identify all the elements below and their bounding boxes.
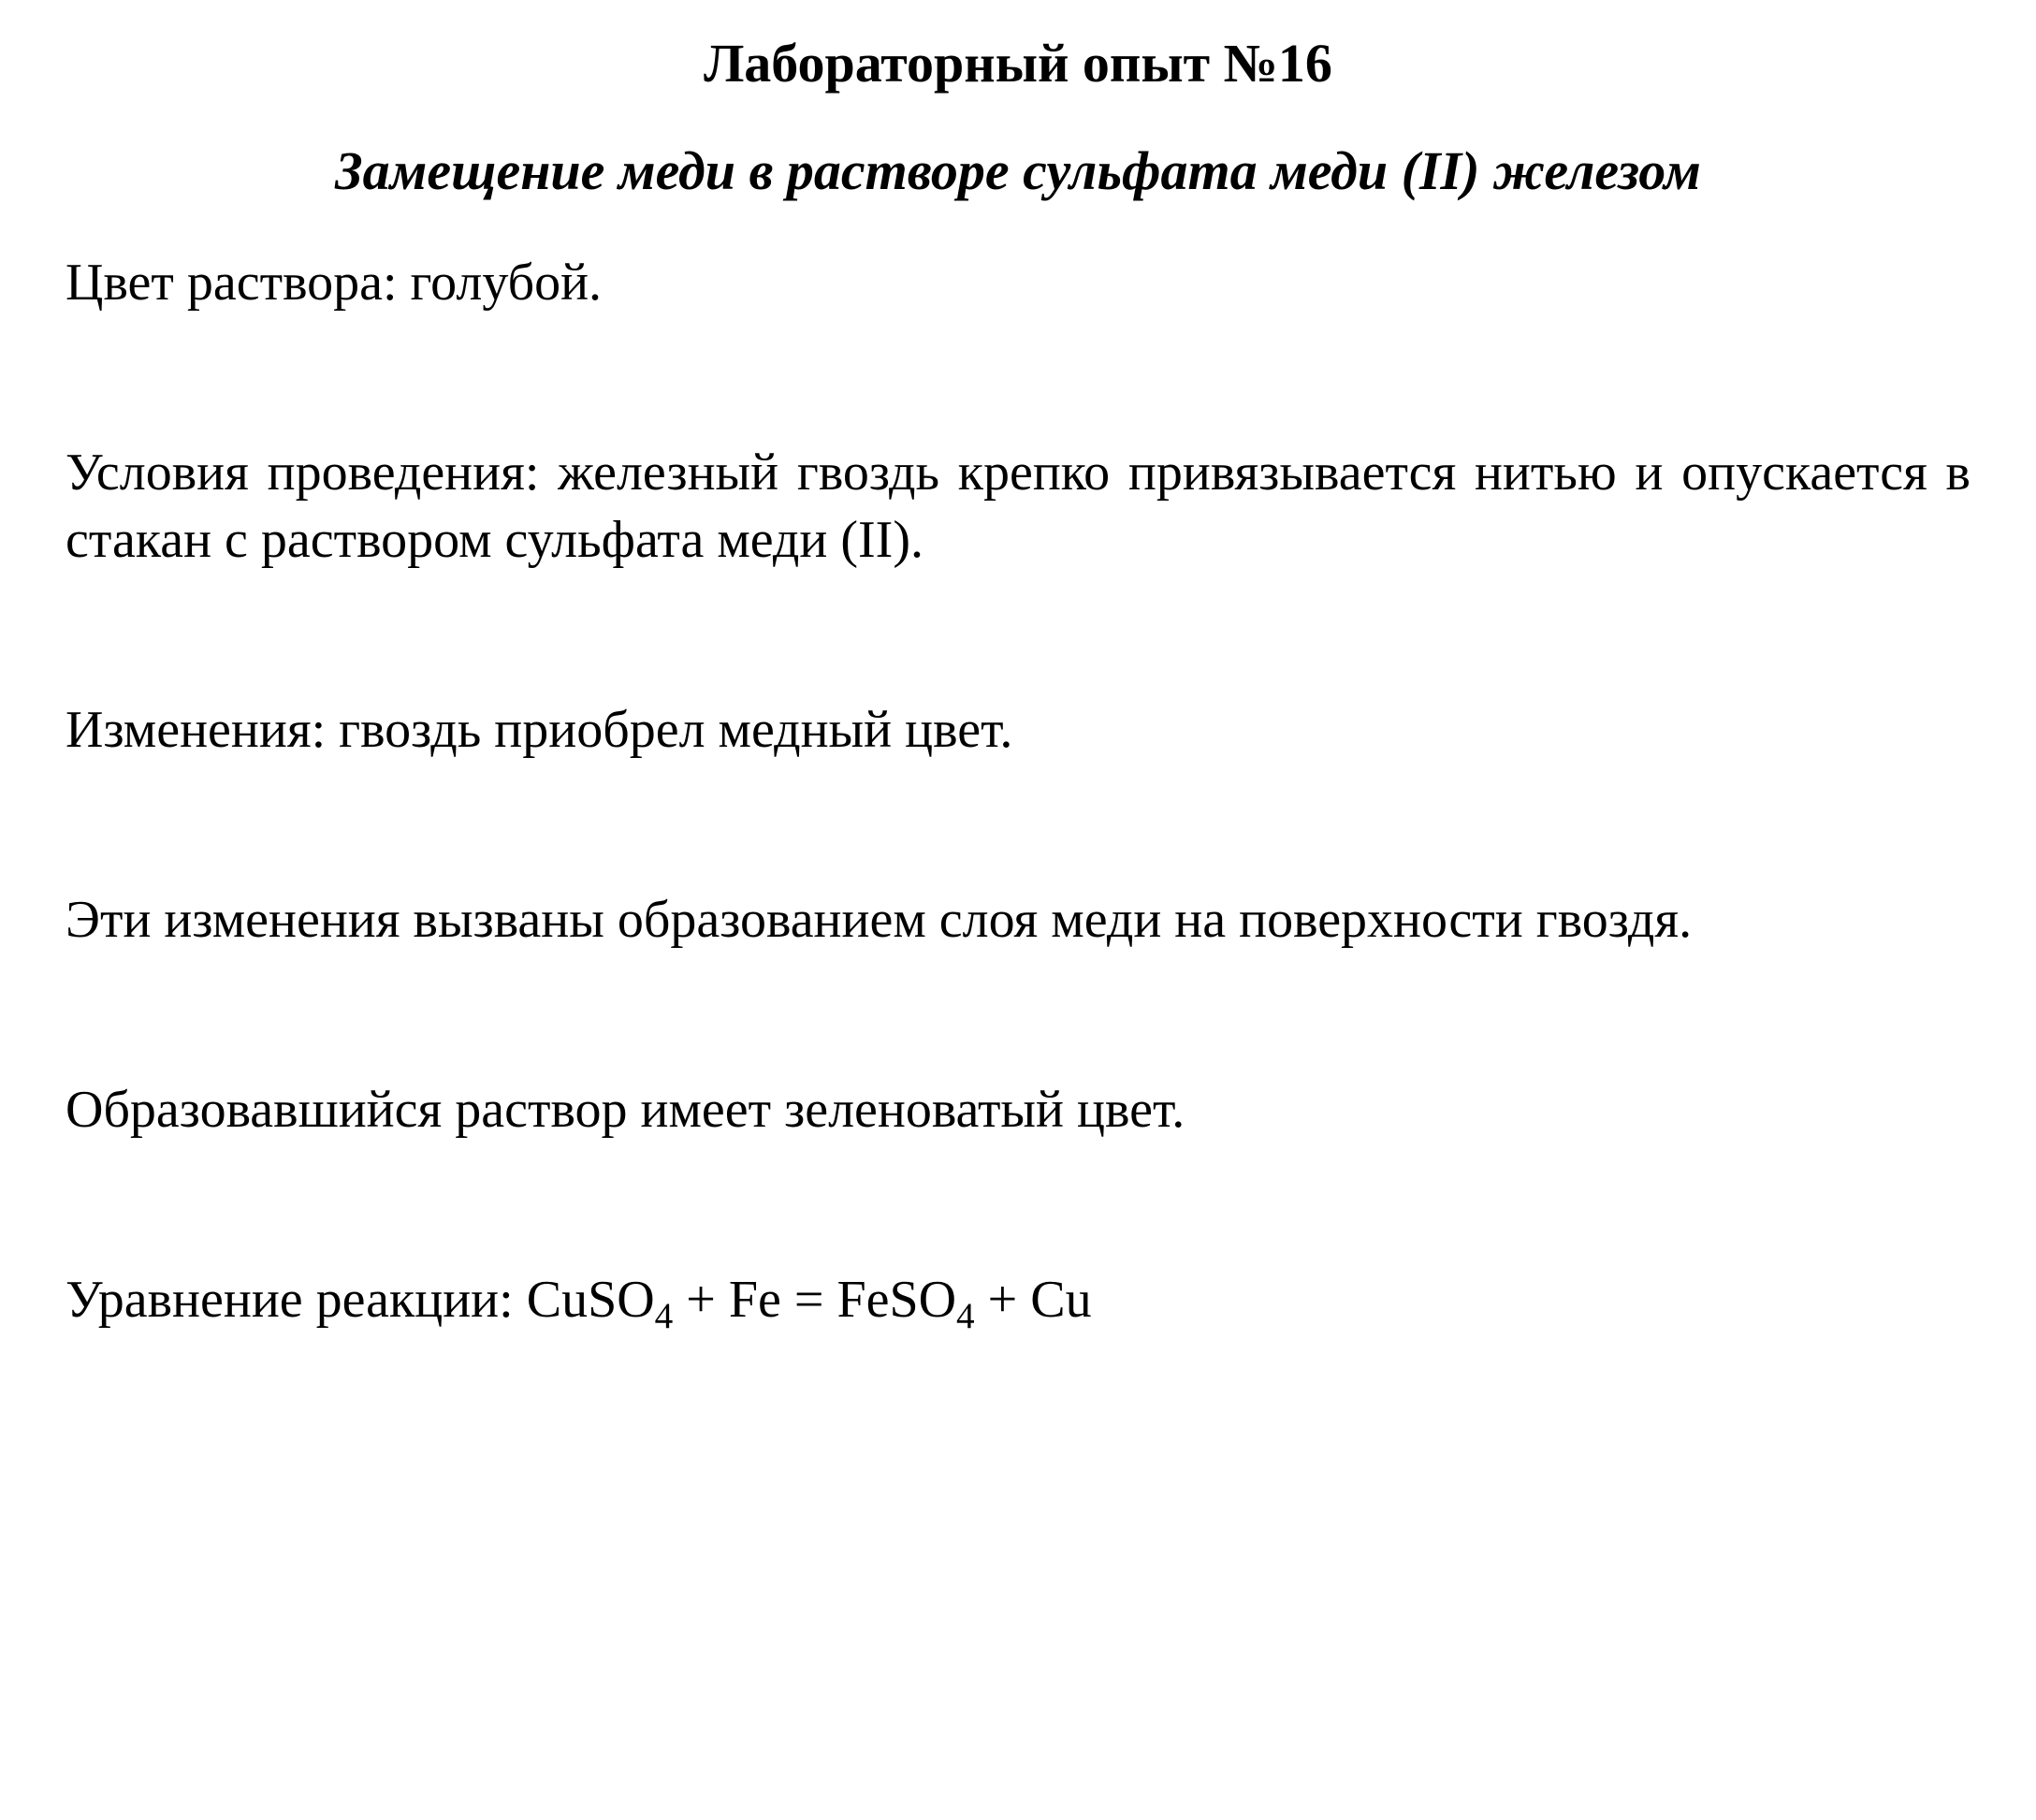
reactant2: Fe xyxy=(729,1271,781,1329)
paragraph-conditions: Условия проведения: железный гвоздь креп… xyxy=(65,439,1971,575)
product2: Cu xyxy=(1030,1271,1091,1329)
document-title: Лабораторный опыт №16 xyxy=(65,28,1971,98)
product1-subscript: 4 xyxy=(956,1296,975,1336)
paragraph-changes: Изменения: гвоздь приобрел медный цвет. xyxy=(65,696,1971,764)
reactant1-subscript: 4 xyxy=(655,1296,674,1336)
document-subtitle: Замещение меди в растворе сульфата меди … xyxy=(65,136,1971,206)
product1-base: FeSO xyxy=(836,1271,956,1329)
chemical-equation: CuSO4 + Fe = FeSO4 + Cu xyxy=(527,1271,1092,1329)
equation-label: Уравнение реакции: xyxy=(65,1271,527,1329)
equals-sign: = xyxy=(781,1271,837,1329)
plus-sign-2: + xyxy=(975,1271,1031,1329)
paragraph-result: Образовавшийся раствор имеет зеленоватый… xyxy=(65,1076,1971,1144)
paragraph-explanation: Эти изменения вызваны образованием слоя … xyxy=(65,886,1971,954)
reactant1-base: CuSO xyxy=(527,1271,655,1329)
paragraph-equation: Уравнение реакции: CuSO4 + Fe = FeSO4 + … xyxy=(65,1266,1971,1341)
plus-sign-1: + xyxy=(673,1271,729,1329)
paragraph-color: Цвет раствора: голубой. xyxy=(65,249,1971,317)
